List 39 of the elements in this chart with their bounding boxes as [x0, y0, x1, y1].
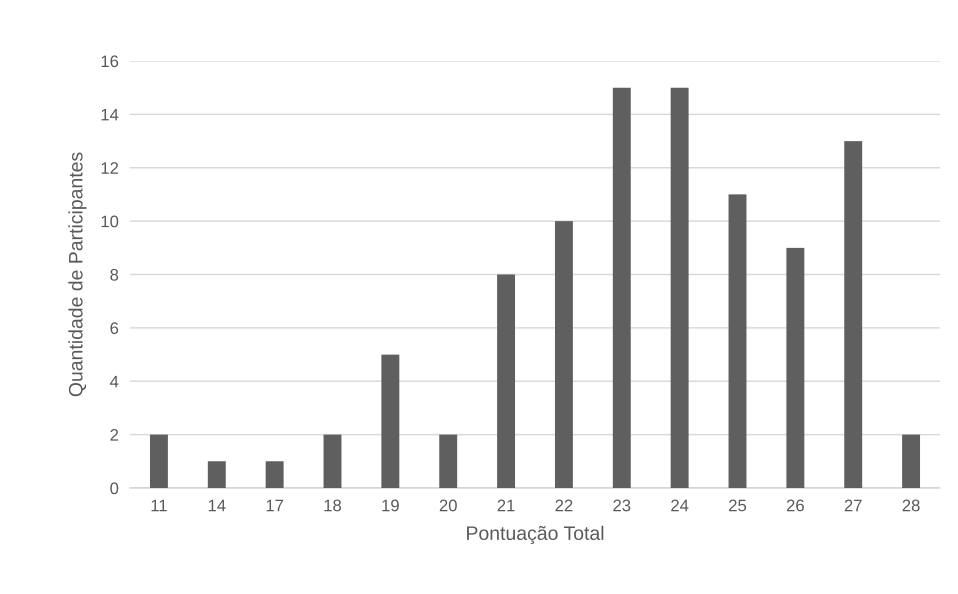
y-axis-title: Quantidade de Participantes — [68, 152, 86, 396]
x-tick-label: 27 — [844, 500, 862, 512]
x-tick-label: 11 — [152, 500, 167, 512]
bar — [844, 141, 862, 488]
y-tick-label: 2 — [110, 429, 118, 441]
bar — [324, 434, 342, 488]
y-tick-label: 10 — [102, 216, 118, 228]
bar — [381, 354, 400, 488]
x-axis-title: Pontuação Total — [467, 526, 604, 544]
x-tick-label: 19 — [382, 500, 399, 512]
x-tick-label: 28 — [902, 500, 920, 512]
bar — [150, 434, 168, 488]
bar — [266, 461, 284, 488]
y-tick-label: 12 — [102, 162, 118, 174]
bar — [554, 221, 573, 488]
x-tick-label: 24 — [671, 500, 688, 512]
x-tick-label: 22 — [556, 500, 572, 512]
x-tick-label: 26 — [786, 500, 804, 512]
x-tick-label: 20 — [440, 500, 457, 512]
bar — [439, 434, 458, 488]
bar — [670, 88, 689, 488]
bar — [902, 434, 920, 488]
bar — [612, 88, 631, 488]
x-tick-label: 18 — [324, 500, 342, 512]
x-tick-label: 23 — [613, 500, 630, 512]
x-tick-label: 17 — [266, 500, 284, 512]
y-tick-label: 14 — [102, 108, 118, 120]
x-tick-label: 25 — [729, 500, 746, 512]
bar — [497, 274, 516, 488]
y-tick-label: 0 — [110, 482, 118, 494]
x-tick-label: 14 — [208, 500, 226, 512]
y-tick-label: 16 — [102, 55, 118, 68]
x-tick-label: 21 — [498, 500, 515, 512]
bar — [208, 461, 226, 488]
y-tick-label: 4 — [110, 376, 118, 388]
bar — [786, 248, 804, 488]
y-tick-label: 8 — [110, 268, 118, 281]
y-tick-label: 6 — [110, 322, 118, 334]
bar — [728, 194, 746, 488]
